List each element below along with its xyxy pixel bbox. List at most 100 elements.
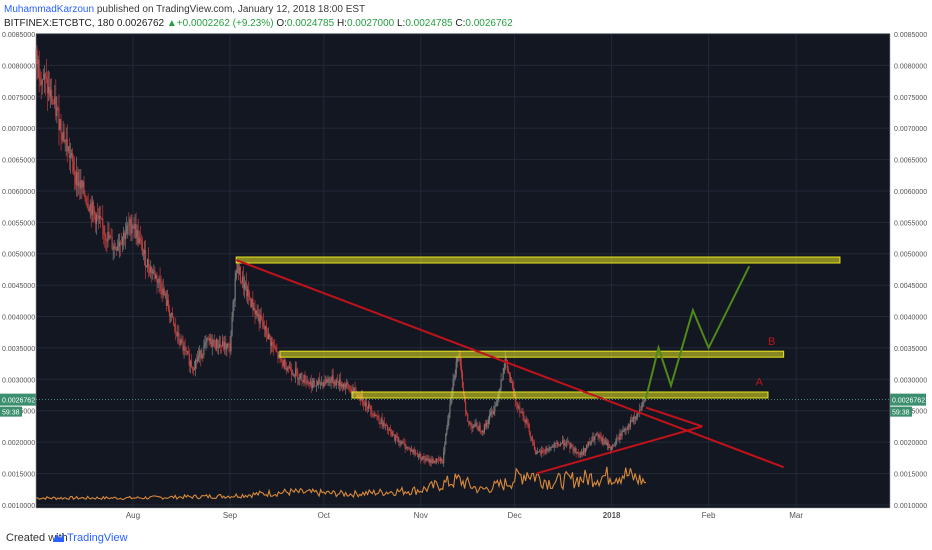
candle-body bbox=[253, 308, 255, 310]
candle-body bbox=[299, 374, 301, 379]
up-arrow-icon: ▲ bbox=[166, 18, 177, 29]
candle-body bbox=[626, 428, 628, 430]
candle-body bbox=[254, 308, 256, 315]
x-tick-label: Oct bbox=[318, 511, 331, 520]
candle-body bbox=[429, 459, 431, 464]
trendline[interactable] bbox=[645, 406, 703, 428]
support-zone[interactable] bbox=[351, 391, 769, 399]
candle-body bbox=[606, 442, 609, 446]
candle-body bbox=[380, 418, 382, 424]
support-zone[interactable] bbox=[235, 256, 841, 264]
candle-body bbox=[247, 288, 249, 297]
candle-body bbox=[111, 237, 113, 249]
candle-body bbox=[312, 380, 314, 384]
open-value: 0.0024785 bbox=[286, 18, 335, 29]
y-tick-label-left: 0.0045000 bbox=[2, 283, 35, 290]
candle-body bbox=[348, 384, 350, 389]
candle-body bbox=[259, 314, 261, 324]
candle-body bbox=[211, 341, 213, 348]
candle-body bbox=[158, 278, 160, 281]
candle-body bbox=[347, 382, 349, 385]
candle-body bbox=[379, 422, 381, 424]
y-tick-label-left: 0.0015000 bbox=[2, 471, 35, 478]
candle-body bbox=[301, 373, 303, 381]
candle-body bbox=[139, 237, 141, 240]
candle-body bbox=[496, 399, 498, 405]
candle-body bbox=[473, 426, 475, 428]
y-tick-label-left: 0.0050000 bbox=[2, 252, 35, 259]
candle-body bbox=[597, 434, 599, 438]
candle-body bbox=[365, 402, 368, 408]
candle-body bbox=[237, 263, 239, 274]
candle-body bbox=[122, 232, 125, 238]
candle-body bbox=[377, 415, 379, 420]
candle-body bbox=[56, 107, 58, 117]
close-label: C: bbox=[455, 18, 466, 29]
candle-body bbox=[88, 208, 90, 212]
candle-body bbox=[541, 450, 543, 454]
candle-body bbox=[90, 203, 92, 216]
candle-body bbox=[624, 429, 626, 431]
candle-body bbox=[531, 436, 533, 442]
candle-body bbox=[293, 375, 296, 377]
candle-body bbox=[439, 458, 442, 461]
candle-body bbox=[46, 78, 49, 94]
candle-body bbox=[492, 411, 494, 415]
candle-body bbox=[400, 443, 402, 445]
candle-body bbox=[328, 378, 330, 381]
candle-body bbox=[70, 152, 73, 156]
candle-body bbox=[203, 345, 205, 356]
trendline[interactable] bbox=[235, 259, 784, 469]
candle-body bbox=[605, 440, 607, 446]
candle-body bbox=[535, 452, 538, 454]
author-link[interactable]: MuhammadKarzoun bbox=[4, 4, 95, 15]
candle-body bbox=[427, 458, 429, 461]
candle-body bbox=[456, 357, 458, 363]
candle-body bbox=[547, 449, 549, 451]
candle-body bbox=[336, 380, 338, 382]
candle-body bbox=[603, 443, 605, 445]
candle-body bbox=[488, 414, 491, 420]
candle-body bbox=[350, 388, 352, 392]
candle-body bbox=[592, 436, 594, 441]
candle-body bbox=[138, 237, 140, 244]
candle-body bbox=[307, 381, 309, 383]
candle-body bbox=[244, 283, 247, 285]
current-price-tag-right bbox=[890, 393, 926, 406]
candle-body bbox=[465, 401, 467, 412]
candle-body bbox=[510, 382, 513, 383]
candle-body bbox=[218, 344, 221, 348]
candle-body bbox=[311, 383, 313, 388]
candle-body bbox=[433, 461, 435, 464]
candle-body bbox=[434, 461, 436, 463]
candle-body bbox=[234, 278, 236, 301]
candle-body bbox=[511, 382, 514, 388]
candle-body bbox=[116, 246, 118, 251]
candle-body bbox=[171, 313, 174, 318]
candle-body bbox=[73, 171, 76, 176]
support-zone[interactable] bbox=[279, 350, 785, 358]
candle-body bbox=[268, 334, 271, 338]
candle-body bbox=[502, 373, 504, 380]
candle-body bbox=[167, 299, 170, 310]
trendline[interactable] bbox=[536, 425, 703, 475]
candle-body bbox=[585, 445, 588, 449]
candle-body bbox=[373, 414, 375, 416]
candle-body bbox=[180, 339, 182, 345]
candle-body bbox=[276, 350, 278, 353]
projection-path[interactable] bbox=[645, 265, 751, 399]
tradingview-brand-link[interactable]: TradingView bbox=[67, 532, 128, 544]
candle-body bbox=[252, 298, 254, 310]
candle-body bbox=[209, 337, 211, 342]
candle-body bbox=[186, 351, 188, 352]
candle-body bbox=[222, 341, 224, 346]
candle-body bbox=[144, 249, 147, 268]
y-tick-label-left: 0.0040000 bbox=[2, 315, 35, 322]
candle-body bbox=[261, 320, 263, 322]
candle-body bbox=[343, 384, 345, 388]
candle-body bbox=[305, 382, 307, 384]
price-chart[interactable]: 0.0010000 0.0010000 0.0015000 0.0015000 0.00… bbox=[0, 32, 932, 526]
x-tick-label: Sep bbox=[223, 511, 238, 520]
candle-body bbox=[566, 441, 568, 446]
candle-body bbox=[273, 344, 275, 348]
